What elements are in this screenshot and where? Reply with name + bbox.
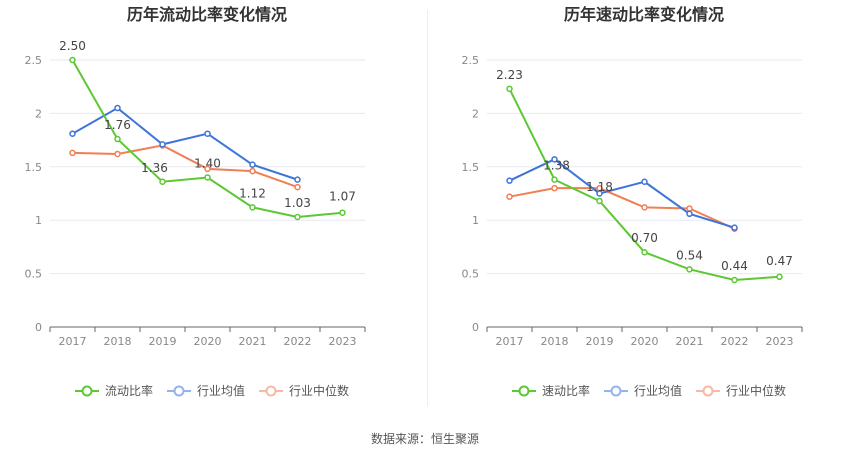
legend-swatch-marker	[173, 385, 185, 397]
data-point	[641, 204, 648, 211]
data-point	[159, 178, 166, 186]
data-label: 1.03	[284, 196, 311, 210]
data-point	[551, 184, 558, 192]
legend-label: 流动比率	[105, 383, 153, 398]
series-line-3	[72, 144, 298, 189]
y-tick-label: 1	[472, 214, 479, 227]
x-tick-label: 2022	[284, 335, 312, 348]
data-label: 1.18	[586, 180, 613, 194]
legend-label: 行业中位数	[289, 383, 349, 398]
data-point	[249, 204, 256, 211]
data-label: 1.76	[104, 118, 131, 132]
data-point	[294, 176, 301, 183]
series-line-1	[71, 59, 343, 219]
y-tick-label: 0	[35, 321, 42, 334]
data-point	[686, 205, 693, 212]
legend-swatch-marker	[81, 385, 93, 397]
data-point	[596, 197, 603, 205]
y-tick-label: 1.5	[25, 161, 43, 174]
data-point	[204, 174, 211, 181]
data-point	[204, 165, 211, 173]
chart-title: 历年流动比率变化情况	[127, 5, 287, 24]
y-tick-label: 0	[472, 321, 479, 334]
x-tick-label: 2022	[721, 335, 749, 348]
x-tick-label: 2023	[329, 335, 357, 348]
x-tick-label: 2019	[586, 335, 614, 348]
data-label: 1.36	[141, 161, 168, 175]
data-point	[596, 190, 603, 197]
chart-panel-1: 历年流动比率变化情况 0 0.5 1 1.5 2 2.5 2017 2018 2019 2020 20…	[25, 5, 366, 398]
data-label: 0.70	[631, 231, 658, 245]
data-source-note: 数据来源：恒生聚源	[370, 432, 479, 446]
data-point	[551, 176, 558, 183]
data-point	[551, 156, 558, 163]
y-tick-label: 1	[35, 214, 42, 227]
data-label: 2.50	[59, 39, 86, 53]
legend-label: 行业均值	[634, 383, 682, 398]
x-tick-label: 2017	[59, 335, 87, 348]
x-tick-label: 2018	[104, 335, 132, 348]
data-point	[641, 178, 648, 186]
data-point	[686, 266, 693, 273]
data-label: 0.54	[676, 248, 703, 262]
data-point	[294, 213, 301, 221]
data-point	[506, 85, 513, 93]
data-point	[114, 150, 121, 158]
data-point	[506, 177, 513, 184]
y-tick-label: 0.5	[462, 268, 480, 281]
x-tick-label: 2020	[631, 335, 659, 348]
data-point	[114, 104, 121, 112]
data-point	[641, 248, 648, 256]
x-tick-label: 2021	[239, 335, 267, 348]
data-label: 1.07	[329, 190, 356, 204]
series-line-3	[509, 187, 735, 230]
data-label: 0.47	[766, 254, 793, 268]
x-tick-label: 2018	[541, 335, 569, 348]
y-tick-label: 2	[472, 107, 479, 120]
y-tick-label: 1.5	[462, 161, 480, 174]
data-point	[204, 130, 211, 137]
series-line-2	[72, 106, 298, 181]
data-label: 0.44	[721, 259, 748, 273]
legend-label: 行业中位数	[726, 383, 786, 398]
data-point	[159, 141, 166, 148]
chart-panel-2: 历年速动比率变化情况 0 0.5 1 1.5 2 2.5 2017 2018 2019 2020 20…	[462, 5, 803, 398]
y-tick-label: 2.5	[25, 54, 43, 67]
data-point	[69, 149, 76, 157]
x-tick-label: 2020	[194, 335, 222, 348]
x-tick-label: 2017	[496, 335, 524, 348]
data-point	[339, 209, 346, 216]
legend-swatch-marker	[265, 385, 277, 397]
x-tick-label: 2021	[676, 335, 704, 348]
data-point	[69, 56, 76, 64]
data-label: 1.12	[239, 186, 266, 200]
data-point	[249, 161, 256, 168]
legend-label: 速动比率	[542, 383, 590, 398]
data-label: 1.40	[194, 156, 221, 170]
data-point	[731, 276, 738, 284]
data-point	[294, 183, 301, 191]
data-point	[731, 224, 738, 231]
x-tick-label: 2023	[766, 335, 794, 348]
chart-title: 历年速动比率变化情况	[564, 5, 724, 24]
data-label: 2.23	[496, 68, 523, 82]
legend-label: 行业均值	[197, 383, 245, 398]
data-point	[686, 210, 693, 218]
panel-divider	[427, 10, 428, 406]
data-point	[249, 167, 256, 175]
y-tick-label: 2.5	[462, 54, 480, 67]
data-point	[69, 130, 76, 137]
legend-swatch-marker	[610, 385, 622, 397]
y-tick-label: 0.5	[25, 268, 43, 281]
data-label: 1.38	[543, 159, 570, 173]
data-point	[506, 193, 513, 200]
legend-swatch-marker	[702, 385, 714, 397]
x-tick-label: 2019	[149, 335, 177, 348]
data-point	[776, 273, 783, 281]
y-tick-label: 2	[35, 107, 42, 120]
legend-swatch-marker	[518, 385, 530, 397]
data-point	[114, 135, 121, 143]
